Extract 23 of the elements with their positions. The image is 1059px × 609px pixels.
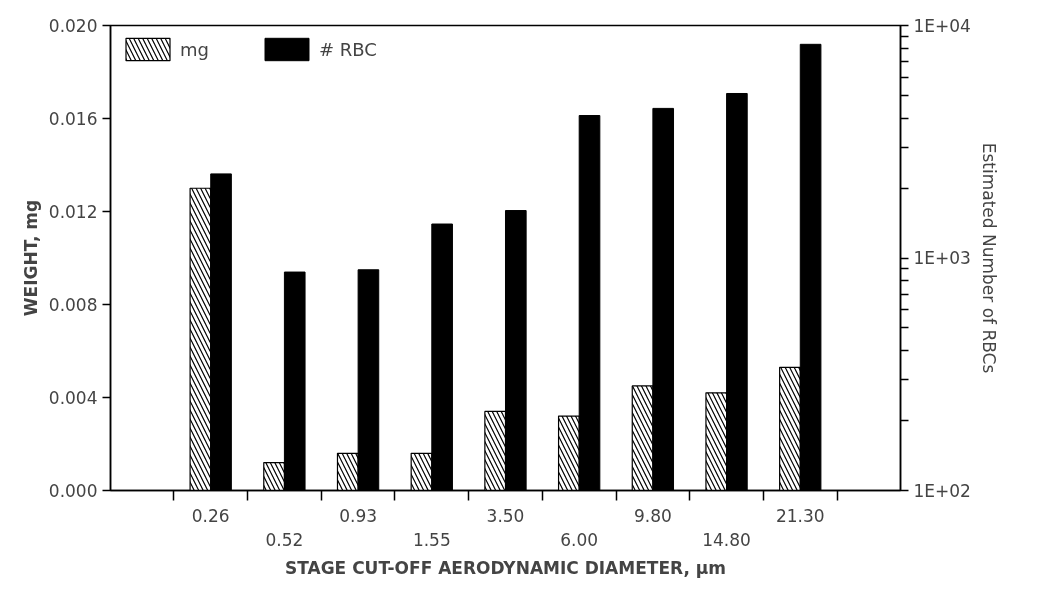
x-tick-label: 14.80 (702, 529, 751, 550)
y-tick-label: 0.000 (48, 481, 98, 501)
x-axis-title: STAGE CUT-OFF AERODYNAMIC DIAMETER, µm (284, 557, 727, 578)
x-tick-label: 0.93 (339, 505, 378, 526)
legend-label: mg (180, 38, 209, 60)
x-tick-label: 1.55 (412, 529, 451, 550)
y2-tick-label: 1E+02 (913, 480, 971, 501)
y-tick-label: 0.012 (48, 202, 98, 222)
x-tick-label: 3.50 (486, 505, 525, 526)
x-tick-label: 9.80 (633, 505, 672, 526)
y-tick-label: 0.004 (48, 388, 98, 408)
legend-label: # RBC (318, 38, 377, 60)
y-tick-label: 0.008 (48, 295, 98, 315)
y-tick-label: 0.020 (48, 16, 98, 36)
y2-tick-label: 1E+03 (913, 248, 971, 268)
x-tick-label: 6.00 (560, 529, 599, 550)
y2-axis-title: Estimated Number of RBCs (978, 142, 999, 374)
y-axis-title: WEIGHT, mg (20, 199, 41, 317)
x-tick-label: 0.26 (191, 505, 230, 526)
y2-tick-label: 1E+04 (913, 15, 971, 36)
x-tick-label: 0.52 (265, 529, 304, 550)
x-tick-label: 21.30 (775, 505, 825, 526)
y-tick-label: 0.016 (48, 109, 98, 129)
